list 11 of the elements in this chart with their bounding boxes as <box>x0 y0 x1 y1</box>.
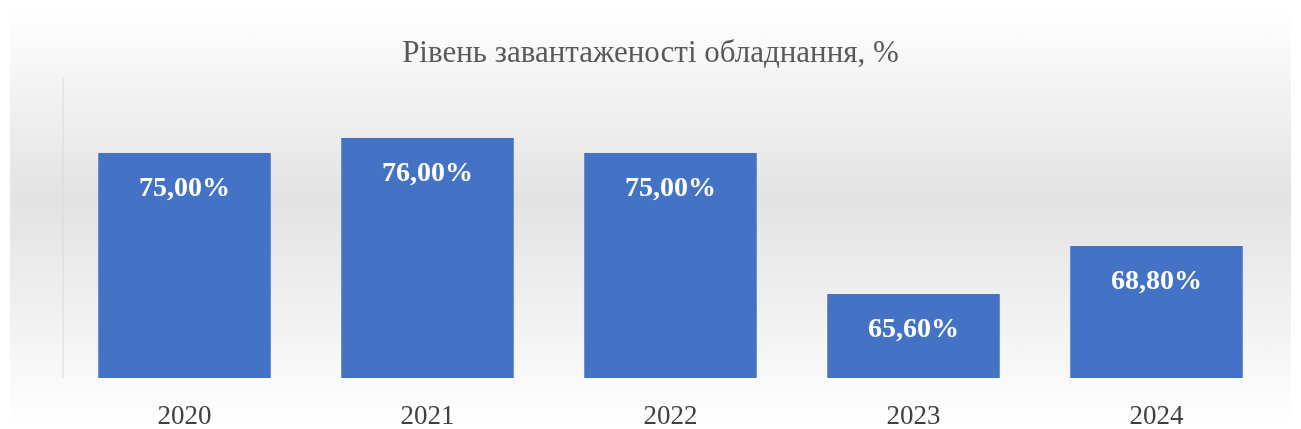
x-tick-label: 2023 <box>886 400 941 429</box>
data-label: 65,60% <box>868 312 959 343</box>
chart-title: Рівень завантаженості обладнання, % <box>402 34 899 69</box>
x-tick-label: 2024 <box>1129 400 1184 429</box>
x-tick-label: 2022 <box>643 400 698 429</box>
data-label: 75,00% <box>625 171 716 202</box>
x-tick-label: 2021 <box>400 400 455 429</box>
x-tick-label: 2020 <box>157 400 212 429</box>
data-label: 75,00% <box>139 171 230 202</box>
data-label: 76,00% <box>382 156 473 187</box>
data-label: 68,80% <box>1111 264 1202 295</box>
